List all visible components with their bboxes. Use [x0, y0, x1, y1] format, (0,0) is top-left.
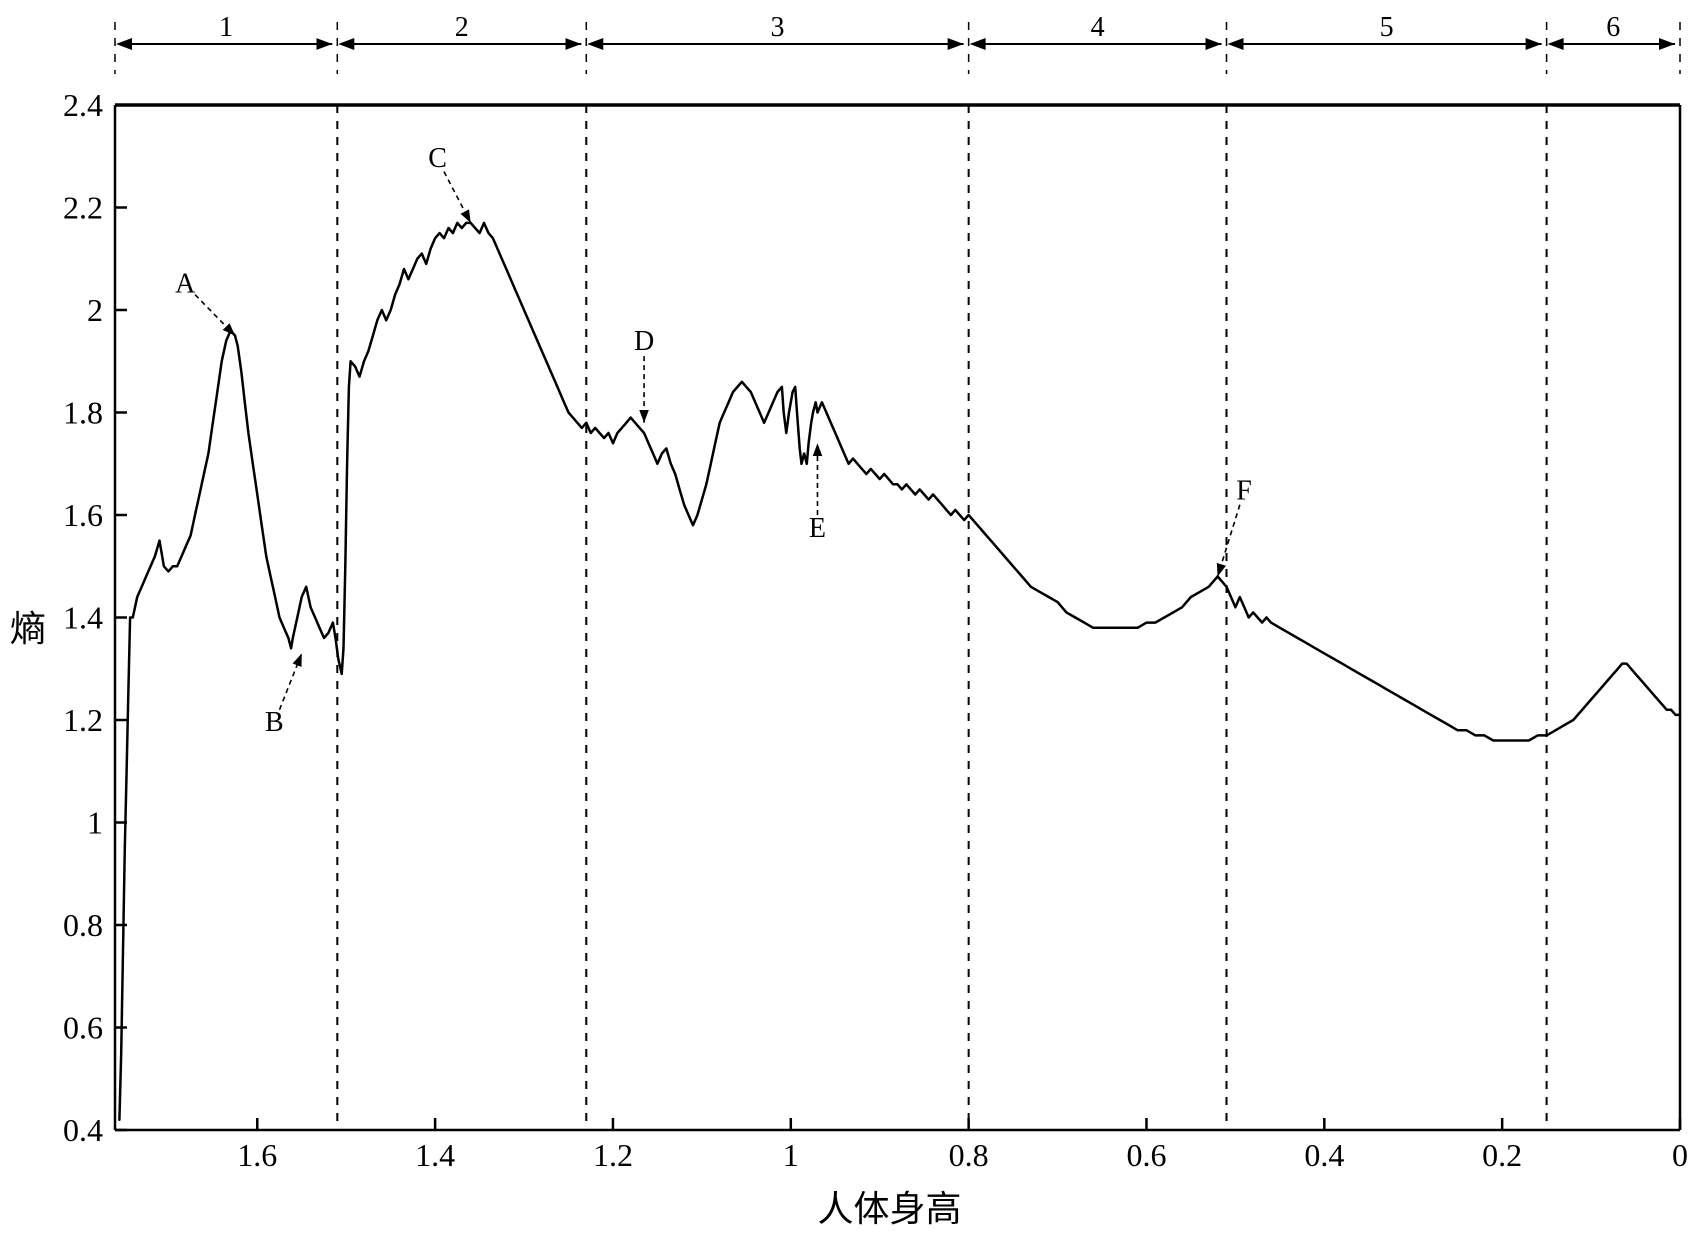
annotation-arrow-F — [1218, 505, 1240, 577]
y-axis-label: 熵 — [10, 600, 46, 652]
y-tick-label: 0.8 — [63, 907, 103, 943]
y-tick-label: 0.6 — [63, 1010, 103, 1046]
annotation-label-C: C — [428, 143, 447, 174]
x-tick-label: 1.2 — [593, 1137, 633, 1173]
y-tick-label: 2.2 — [63, 190, 103, 226]
annotation-arrow-C — [444, 172, 471, 223]
region-label-1: 1 — [219, 12, 233, 43]
data-curve — [119, 223, 1680, 1120]
chart-svg: 1 2 3 4 5 6 0.4 0.6 0.8 1 1.2 1.4 1.6 1.8 2 2.2 2.4 1.6 1.… — [0, 0, 1703, 1237]
annotation-label-A: A — [175, 269, 196, 300]
annotation-label-F: F — [1236, 475, 1252, 506]
annotation-arrow-A — [195, 295, 235, 336]
y-tick-label: 1.2 — [63, 702, 103, 738]
annotation-arrow-B — [280, 653, 302, 709]
region-label-2: 2 — [455, 12, 469, 43]
x-tick-label: 0 — [1672, 1137, 1688, 1173]
chart-container: 1 2 3 4 5 6 0.4 0.6 0.8 1 1.2 1.4 1.6 1.8 2 2.2 2.4 1.6 1.… — [0, 0, 1703, 1237]
region-label-4: 4 — [1091, 12, 1105, 43]
y-tick-label: 2 — [87, 292, 103, 328]
x-tick-label: 0.2 — [1482, 1137, 1522, 1173]
x-tick-label: 1.6 — [237, 1137, 277, 1173]
x-tick-label: 1 — [783, 1137, 799, 1173]
y-tick-label: 2.4 — [63, 87, 103, 123]
region-label-3: 3 — [770, 12, 784, 43]
x-tick-label: 0.6 — [1126, 1137, 1166, 1173]
annotation-label-B: B — [265, 707, 284, 738]
x-tick-label: 0.8 — [949, 1137, 989, 1173]
y-tick-label: 1 — [87, 805, 103, 841]
x-tick-label: 1.4 — [415, 1137, 455, 1173]
y-tick-label: 1.4 — [63, 600, 103, 636]
x-axis-label: 人体身高 — [818, 1180, 962, 1232]
y-tick-label: 1.8 — [63, 395, 103, 431]
annotation-label-D: D — [634, 326, 654, 357]
x-tick-label: 0.4 — [1304, 1137, 1344, 1173]
y-tick-label: 1.6 — [63, 497, 103, 533]
annotation-label-E: E — [809, 513, 826, 544]
region-label-6: 6 — [1606, 12, 1620, 43]
y-tick-label: 0.4 — [63, 1112, 103, 1148]
region-label-5: 5 — [1380, 12, 1394, 43]
